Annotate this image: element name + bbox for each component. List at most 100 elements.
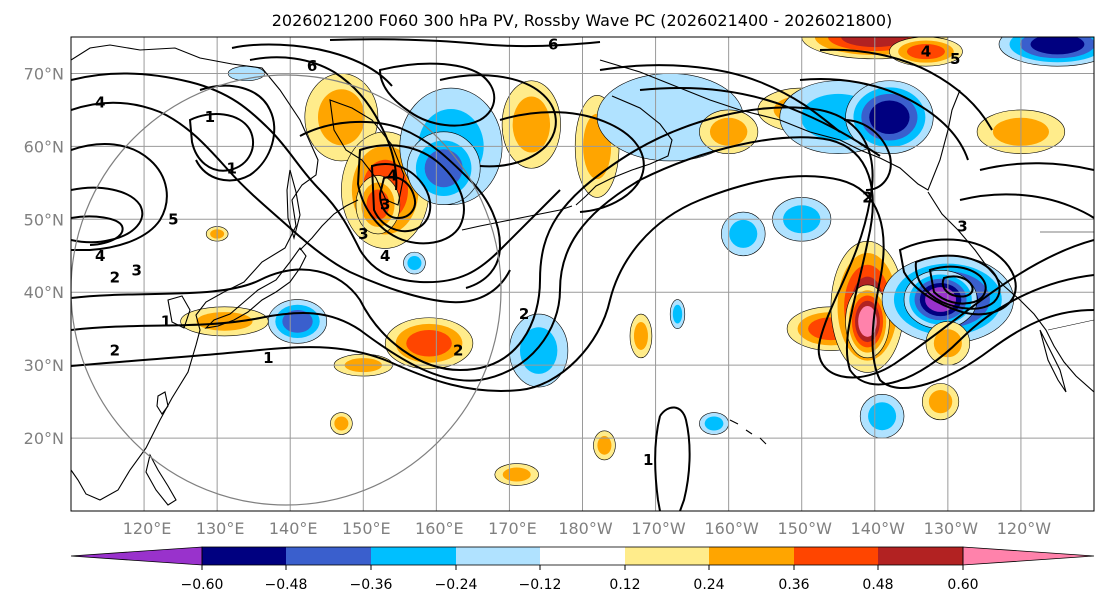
pc-anomaly-blob (509, 313, 569, 388)
map-frame (70, 36, 1095, 512)
pv-contour (188, 113, 255, 172)
colorbar-segment (286, 547, 371, 565)
pv-contour (231, 43, 393, 87)
colorbar-tick-label: 0.60 (947, 577, 978, 593)
pc-anomaly-blob (859, 394, 905, 439)
pv-contour-label: 4 (921, 43, 931, 61)
colorbar-extend-max (963, 547, 1094, 565)
longitude-tick-label: 170°W (631, 519, 686, 538)
coastline-korea (167, 295, 191, 329)
pc-anomaly-band (1030, 37, 1085, 55)
coastline-hawaii (729, 419, 767, 445)
pv-contour (71, 106, 1094, 379)
pc-anomaly-band (407, 256, 422, 271)
pv-contour-label: 4 (95, 94, 105, 112)
colorbar-tick-label: 0.12 (609, 577, 640, 593)
pv-contour-label: 3 (358, 225, 368, 243)
coastline-kurils (299, 199, 359, 251)
pv-contour (439, 74, 557, 168)
pv-contour-label: 1 (643, 451, 653, 469)
coastline-kamchatka (329, 99, 405, 206)
pc-anomaly-blob (593, 430, 616, 461)
pc-anomaly-band (366, 189, 390, 220)
pv-contour (898, 238, 1017, 316)
pv-contour (599, 64, 841, 133)
latitude-tick-label: 70°N (24, 64, 64, 83)
pv-contour-label: 2 (110, 269, 120, 287)
pc-anomaly-blob (267, 299, 328, 344)
colorbar-segment (794, 547, 878, 565)
pv-contour (959, 193, 1094, 219)
pv-contour (914, 254, 1001, 310)
pc-anomaly-blob (304, 73, 379, 162)
pv-contour (71, 175, 1094, 392)
pv-contour-label: 3 (380, 196, 390, 214)
pv-contour-label: 1 (227, 159, 237, 177)
pv-contour (71, 215, 124, 246)
pc-anomaly-band (502, 467, 531, 482)
pv-contour (329, 38, 601, 48)
pv-contour-label: 6 (307, 57, 317, 75)
pc-anomaly-band (597, 436, 612, 455)
pv-contour (378, 62, 496, 127)
reference-circle (71, 74, 502, 506)
longitude-tick-label: 150°W (778, 519, 833, 538)
pc-anomaly-blob (998, 37, 1094, 67)
pc-anomaly-band (729, 219, 758, 248)
pv-contour (71, 136, 1094, 386)
pc-anomaly-band (868, 402, 897, 431)
pv-contour-label: 5 (168, 210, 178, 228)
pv-contour-label: 5 (950, 50, 960, 68)
pv-contour (378, 176, 416, 220)
longitude-tick-label: 130°W (924, 519, 979, 538)
pv-contour-label: 1 (263, 349, 273, 367)
coastline-alaska-west (575, 95, 673, 206)
pv-contour-label: 2 (453, 342, 463, 360)
pc-anomaly-band (869, 100, 910, 134)
colorbar-tick-label: −0.24 (435, 577, 478, 593)
pc-anomaly-band (519, 327, 558, 374)
colorbar: −0.60 −0.48 −0.36 −0.24 −0.12 0.12 0.24 0.36 0.4… (70, 546, 1095, 593)
colorbar-segment (371, 547, 456, 565)
pc-anomaly-blob (629, 313, 653, 359)
pv-contour (979, 162, 1094, 171)
longitude-tick-label: 120°W (997, 519, 1052, 538)
pv-contour (819, 48, 993, 131)
pv-contour (71, 101, 511, 304)
colorbar-segment (540, 547, 625, 565)
pc-anomaly-blob (921, 383, 960, 421)
pc-anomaly-blob (845, 80, 934, 154)
pc-anomaly-blob (403, 251, 426, 275)
pv-contour (71, 143, 168, 251)
colorbar-tick-label: −0.48 (265, 577, 308, 593)
coastline-baja (1039, 329, 1067, 393)
pc-anomaly-blob (721, 211, 766, 257)
pc-anomaly-blob (494, 463, 539, 486)
pv-contour-label: 4 (387, 167, 397, 185)
coastlines (71, 44, 1094, 506)
coastline-taiwan (156, 391, 169, 415)
pv-contour (71, 72, 561, 284)
coastline-asia (71, 44, 319, 501)
pv-contour-label: 3 (957, 218, 967, 236)
pv-contour-label: 3 (132, 261, 142, 279)
pv-contour (249, 56, 398, 191)
pc-anomaly-blob (330, 412, 353, 435)
coastline-alaska (599, 59, 961, 191)
pc-anomaly-blob (501, 80, 561, 169)
coastline-japan (204, 247, 307, 329)
longitude-labels: 120°E 130°E 140°E 150°E 160°E 170°E 180°W 170°W… (123, 519, 1052, 538)
colorbar-tick-label: 0.48 (862, 577, 893, 593)
longitude-tick-label: 150°E (342, 519, 391, 538)
colorbar-segment (625, 547, 709, 565)
coastline-aleutians (461, 205, 573, 231)
colorbar-segment (456, 547, 540, 565)
latitude-tick-label: 30°N (24, 356, 64, 375)
latitude-tick-label: 40°N (24, 283, 64, 302)
pc-anomaly-band (406, 330, 452, 357)
pc-anomaly-band (334, 416, 349, 431)
colorbar-ticks: −0.60 −0.48 −0.36 −0.24 −0.12 0.12 0.24 0.36 0.4… (181, 565, 979, 593)
pc-anomaly-band (317, 89, 365, 146)
